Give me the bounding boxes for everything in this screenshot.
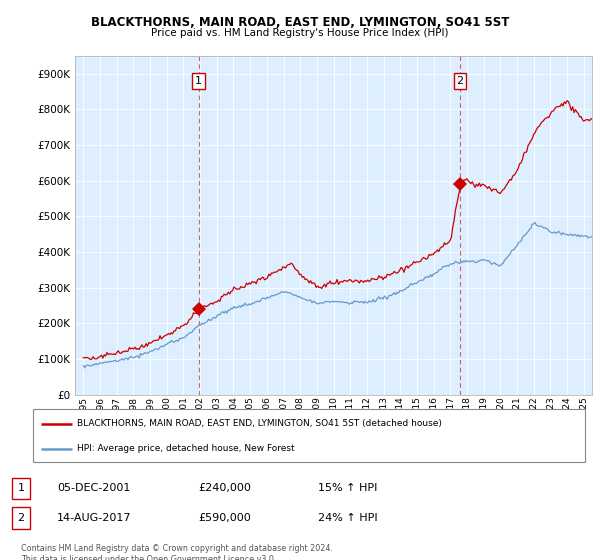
Text: Price paid vs. HM Land Registry's House Price Index (HPI): Price paid vs. HM Land Registry's House … (151, 28, 449, 38)
FancyBboxPatch shape (33, 409, 585, 462)
Text: 24% ↑ HPI: 24% ↑ HPI (318, 513, 377, 523)
Text: BLACKTHORNS, MAIN ROAD, EAST END, LYMINGTON, SO41 5ST (detached house): BLACKTHORNS, MAIN ROAD, EAST END, LYMING… (77, 419, 442, 428)
Text: 14-AUG-2017: 14-AUG-2017 (57, 513, 131, 523)
Text: 2: 2 (17, 513, 25, 523)
Text: 1: 1 (17, 483, 25, 493)
Text: Contains HM Land Registry data © Crown copyright and database right 2024.
This d: Contains HM Land Registry data © Crown c… (21, 544, 333, 560)
Text: BLACKTHORNS, MAIN ROAD, EAST END, LYMINGTON, SO41 5ST: BLACKTHORNS, MAIN ROAD, EAST END, LYMING… (91, 16, 509, 29)
Text: 05-DEC-2001: 05-DEC-2001 (57, 483, 130, 493)
Text: 1: 1 (195, 76, 202, 86)
Text: £590,000: £590,000 (198, 513, 251, 523)
Text: £240,000: £240,000 (198, 483, 251, 493)
Text: HPI: Average price, detached house, New Forest: HPI: Average price, detached house, New … (77, 444, 295, 453)
Text: 2: 2 (457, 76, 464, 86)
Text: 15% ↑ HPI: 15% ↑ HPI (318, 483, 377, 493)
